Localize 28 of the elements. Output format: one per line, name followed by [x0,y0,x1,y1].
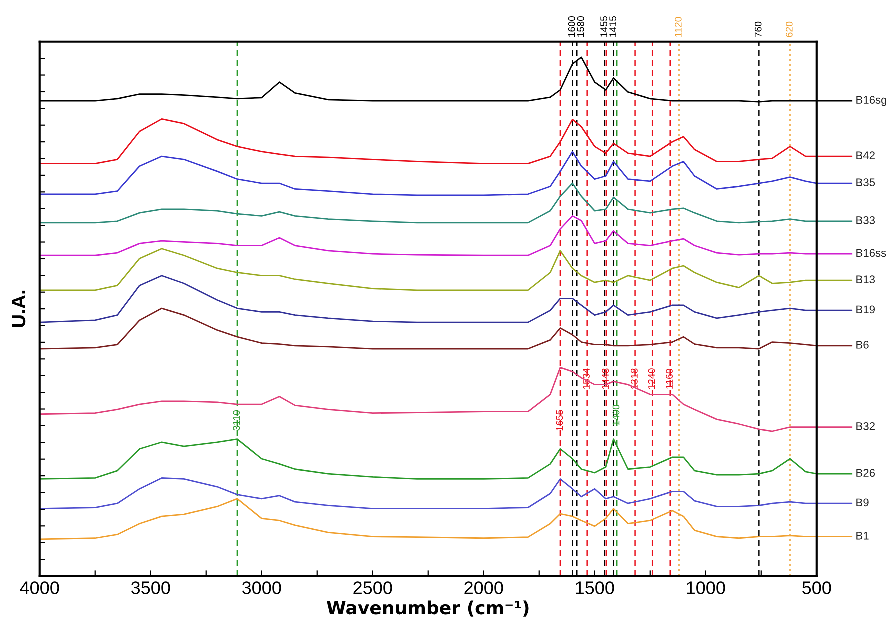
x-tick-label: 1000 [687,582,726,594]
legend-label: B35 [856,178,876,186]
x-tick-label: 1500 [576,582,614,594]
legend-label: B16ss [856,249,886,258]
ref-line-label: 1580 [577,16,584,37]
x-tick-label: 2000 [464,582,504,594]
ref-line-label: 1600 [568,16,576,37]
y-axis-title: U.A. [12,290,26,328]
x-tick-label: 2500 [354,582,392,594]
x-tick-label: 3500 [131,582,170,594]
legend-label: B1 [856,532,869,540]
x-tick-label: 500 [802,582,832,594]
legend-label: B19 [856,306,875,314]
ref-line-label: 760 [754,22,762,38]
x-tick-label: 4000 [20,582,60,594]
legend-label: B32 [856,422,875,430]
legend-label: B42 [856,152,875,160]
x-axis-title: Wavenumber (cm⁻¹) [327,600,529,617]
ref-line-label: 1415 [610,16,616,37]
legend-label: B13 [856,276,876,284]
legend-label: B9 [856,498,869,507]
legend-label: B6 [856,341,869,349]
ref-line-label: 1120 [674,17,682,37]
ref-line-label: 1455 [600,16,608,37]
legend-label: B33 [856,216,876,224]
x-tick-label: 3000 [242,582,282,594]
legend-label: B26 [856,469,876,478]
ref-line-label: 620 [786,22,793,38]
